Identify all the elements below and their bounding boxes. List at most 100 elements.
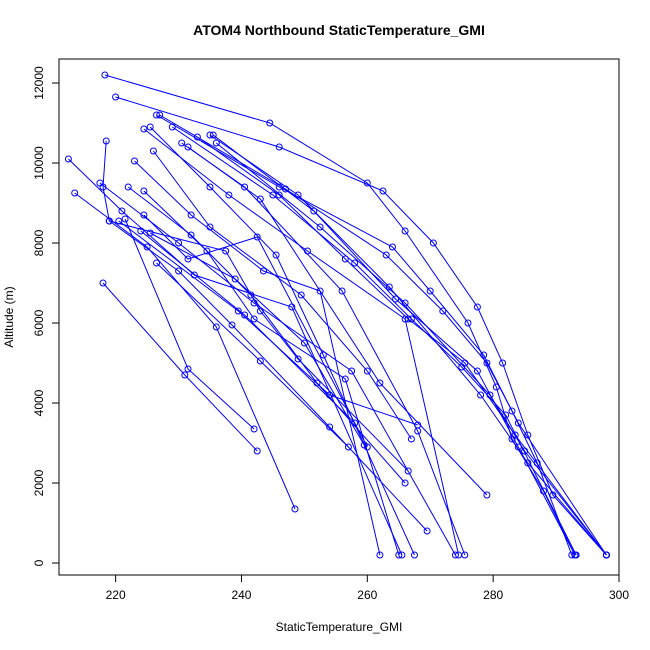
data-point [260,267,267,275]
data-point [297,291,305,299]
series-1 [101,71,579,559]
data-point [143,243,151,251]
series-line [102,140,409,472]
data-point [326,423,334,431]
y-tick-label: 4000 [32,389,46,416]
data-point [310,207,318,215]
data-point [363,367,371,375]
data-point [473,303,481,311]
data-point [344,443,352,451]
data-point [291,505,299,513]
data-point [382,251,390,259]
data-point [477,391,485,399]
data-point [156,111,164,119]
data-point [250,425,258,433]
data-point [140,211,148,219]
series-line [143,128,460,556]
plot-frame [58,58,620,576]
series-line [118,220,418,426]
data-point [149,147,157,155]
data-point [376,379,384,387]
data-point [140,187,148,195]
data-point [351,259,359,267]
data-point [193,133,201,141]
data-point [256,357,264,365]
data-point [275,191,283,199]
data-point [118,207,126,215]
data-point [131,157,138,165]
data-point [426,287,434,295]
series-line [149,232,365,446]
series-24 [146,229,368,449]
series-line [124,218,255,430]
data-point [404,467,412,475]
series-12 [178,139,469,559]
data-point [212,323,220,331]
x-tick-label: 300 [609,588,629,602]
data-point [398,551,406,559]
data-point [140,125,148,133]
data-point [379,187,387,195]
data-point [231,275,239,283]
data-point [389,243,396,251]
series-3 [153,111,576,559]
series-13 [149,147,415,443]
data-point [341,375,349,383]
data-point [184,255,192,263]
series-14 [131,157,384,559]
data-point [212,139,220,147]
data-point [101,71,109,79]
data-point [341,255,349,263]
data-point [272,251,280,259]
data-point [338,287,346,295]
series-line [187,146,488,496]
data-point [316,287,324,295]
series-20 [140,187,403,559]
data-point [241,183,249,191]
data-point [451,551,459,559]
data-point [153,111,160,119]
series-27 [121,215,258,433]
data-point [395,551,403,559]
data-point [187,231,195,239]
series-line [143,190,400,556]
data-point [175,267,183,275]
series-line [140,230,356,424]
data-point [146,229,154,237]
series-line [209,134,607,556]
data-point [153,259,160,267]
series-line [102,282,258,452]
data-point [121,215,129,223]
y-tick-label: 12000 [32,66,46,100]
y-tick-label: 10000 [32,146,46,180]
data-point [99,279,107,287]
data-point [521,447,529,455]
x-tick-label: 280 [483,588,503,602]
series-28 [153,259,352,451]
series-line [152,150,412,440]
data-point [461,551,469,559]
data-point [184,365,192,373]
chart-title: ATOM4 Northbound StaticTemperature_GMI [193,22,485,38]
data-point [401,479,409,487]
data-point [146,123,154,131]
plot-area [64,71,610,559]
data-point [499,359,507,367]
data-point [385,283,393,291]
series-line [149,126,415,556]
series-26 [99,279,261,455]
data-point [175,239,183,247]
data-point [571,551,579,559]
data-point [401,227,409,235]
data-point [206,131,214,139]
data-point [508,407,516,415]
data-point [407,435,415,443]
series-8 [209,131,579,559]
series-7 [206,131,610,559]
data-point [275,143,283,151]
data-point [96,179,104,187]
series-line [104,74,576,556]
series-23 [140,211,371,451]
x-axis: 220 240 260 280 300 [106,574,629,602]
